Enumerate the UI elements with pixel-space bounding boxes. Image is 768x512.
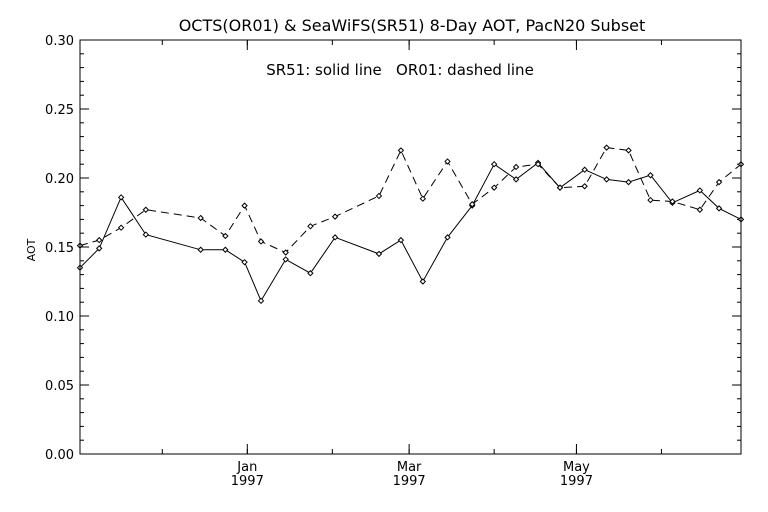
y-tick-label: 0.05: [45, 379, 74, 394]
data-point-or01: [397, 147, 405, 154]
y-axis: 0.00 0.05 0.10 0.15 0.20 0.25 0.30: [45, 34, 741, 463]
data-point-or01: [512, 163, 520, 171]
data-point-or01: [669, 198, 676, 205]
data-point-or01: [556, 184, 564, 191]
data-point-sr51: [696, 187, 704, 194]
y-tick-label: 0.20: [45, 172, 74, 187]
data-point-or01: [142, 206, 150, 213]
data-point-or01: [375, 192, 383, 200]
plot-series: [76, 144, 745, 305]
y-tick-label: 0.15: [45, 241, 74, 256]
data-point-or01: [197, 214, 204, 222]
data-point-sr51: [419, 278, 427, 285]
data-point-or01: [222, 232, 229, 240]
x-tick-label-year: 1997: [560, 474, 593, 489]
y-axis-label: AOT: [25, 238, 38, 261]
data-point-sr51: [444, 234, 451, 241]
data-point-sr51: [241, 258, 248, 266]
data-point-sr51: [512, 176, 520, 183]
data-point-or01: [581, 183, 588, 190]
data-point-or01: [444, 158, 451, 165]
data-point-sr51: [282, 256, 289, 263]
series-line-or01: [79, 147, 742, 254]
data-point-or01: [647, 196, 654, 204]
data-point-or01: [117, 224, 125, 231]
x-tick-label-month: Jan: [236, 460, 257, 475]
data-point-or01: [603, 144, 610, 151]
x-tick-label-month: May: [563, 460, 590, 475]
y-tick-label: 0.25: [45, 103, 74, 118]
data-point-or01: [257, 238, 265, 245]
data-point-sr51: [581, 166, 588, 173]
chart-annotation: SR51: solid line OR01: dashed line: [266, 61, 534, 79]
y-tick-label: 0.30: [45, 34, 74, 49]
data-point-sr51: [397, 236, 405, 244]
data-point-sr51: [625, 178, 632, 186]
data-point-sr51: [647, 172, 654, 179]
data-point-or01: [331, 213, 339, 220]
data-point-sr51: [95, 245, 103, 252]
data-point-sr51: [490, 160, 498, 168]
x-tick-label-year: 1997: [393, 474, 426, 489]
data-point-or01: [241, 202, 248, 209]
y-tick-label: 0.00: [45, 448, 74, 463]
x-tick-label-year: 1997: [231, 474, 264, 489]
data-point-sr51: [222, 246, 229, 253]
data-point-sr51: [257, 297, 265, 305]
data-point-or01: [95, 236, 103, 244]
data-point-or01: [534, 160, 542, 168]
x-tick-label-month: Mar: [397, 460, 422, 475]
data-point-or01: [696, 206, 704, 213]
data-point-or01: [419, 195, 427, 202]
series-line-sr51: [79, 162, 742, 302]
data-point-or01: [490, 184, 498, 191]
data-point-or01: [625, 147, 632, 154]
data-point-sr51: [603, 176, 610, 183]
data-point-or01: [282, 249, 289, 256]
data-point-or01: [307, 223, 314, 230]
data-point-sr51: [715, 205, 723, 212]
chart-title: OCTS(OR01) & SeaWiFS(SR51) 8-Day AOT, Pa…: [179, 16, 646, 35]
data-point-sr51: [331, 234, 339, 241]
data-point-sr51: [197, 246, 204, 253]
plot-frame: [79, 39, 742, 455]
data-point-sr51: [142, 231, 150, 238]
data-point-or01: [715, 178, 723, 186]
data-point-or01: [469, 201, 476, 208]
y-tick-label: 0.10: [45, 310, 74, 325]
data-point-sr51: [375, 250, 383, 258]
data-point-sr51: [117, 194, 125, 201]
data-point-sr51: [307, 270, 314, 277]
